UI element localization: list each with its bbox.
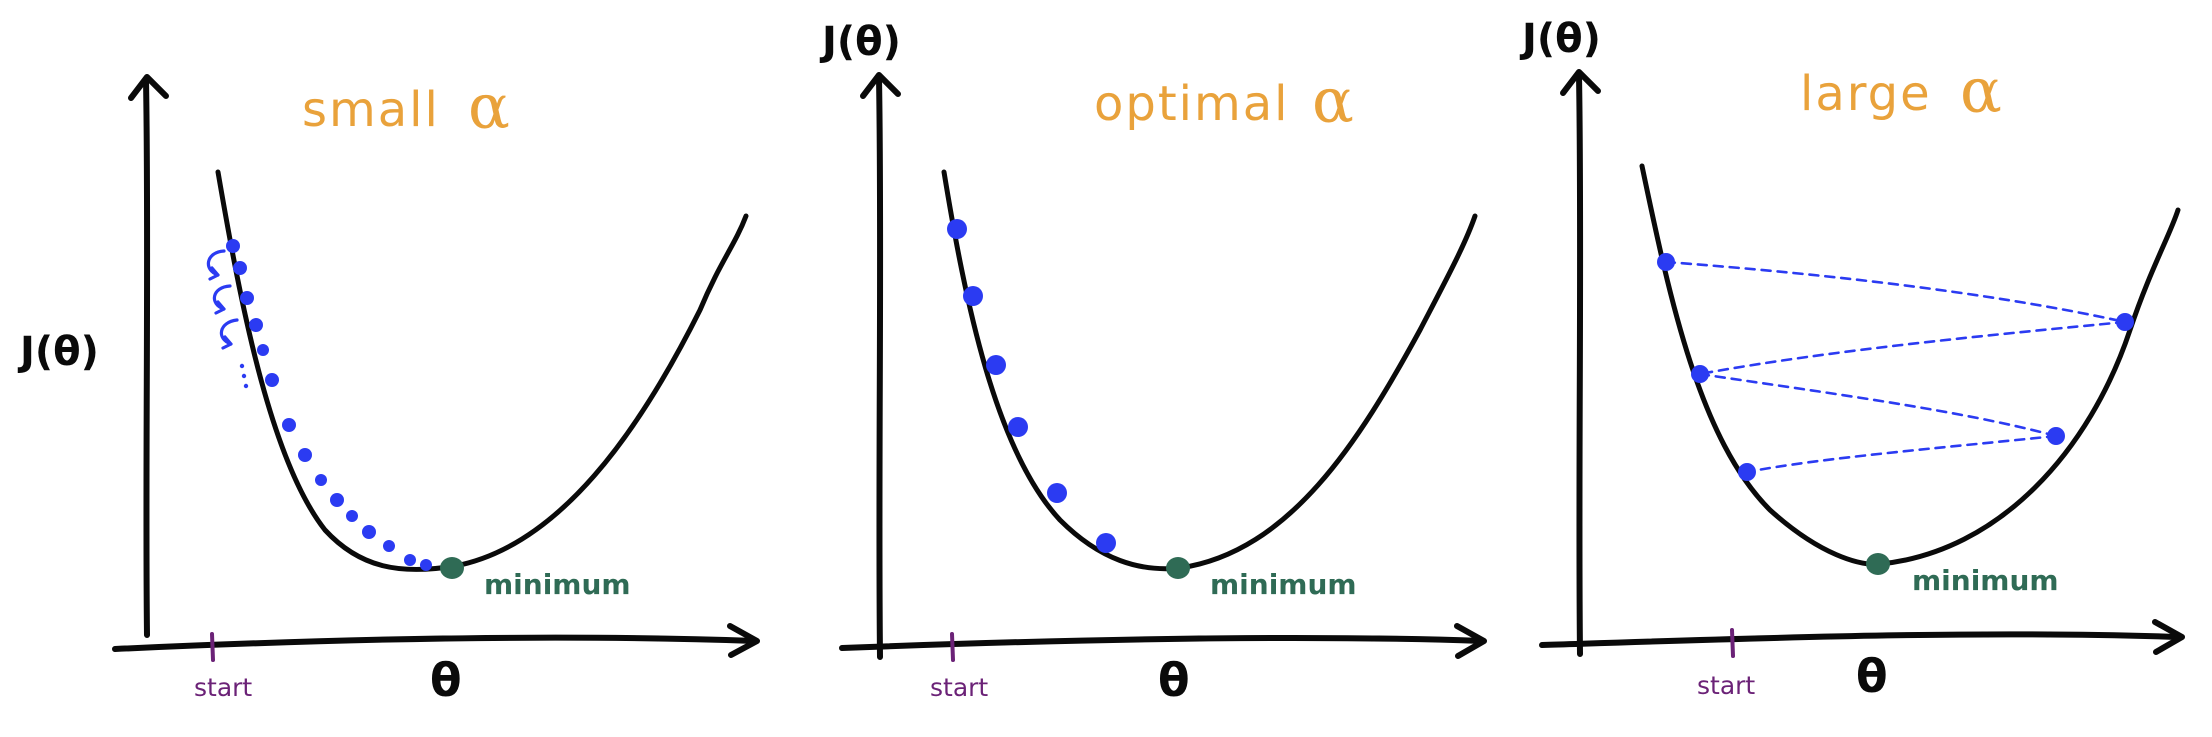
start-tick <box>1730 628 1735 658</box>
panel-title: small <box>302 82 440 138</box>
x-axis <box>1539 631 2183 648</box>
x-axis-label: θ <box>430 653 462 707</box>
oscillation-paths <box>1664 260 2127 474</box>
start-label: start <box>930 673 988 702</box>
panel-title: large <box>1800 66 1932 122</box>
y-axis-label: J(θ) <box>819 19 901 65</box>
gradient-steps <box>947 219 1116 553</box>
start-tick <box>950 632 955 662</box>
y-axis-arrowhead <box>860 72 901 99</box>
gradient-steps <box>1657 253 2134 481</box>
x-axis-label: θ <box>1856 649 1888 703</box>
gradient-steps <box>226 239 432 571</box>
x-axis-label: θ <box>1158 653 1190 707</box>
x-axis-arrowhead <box>727 623 760 658</box>
start-tick <box>210 632 215 662</box>
y-axis-arrowhead <box>1560 69 1601 96</box>
panel-large-alpha: large α J(θ) θ start minimum <box>1519 16 2185 703</box>
cost-curve <box>1639 163 2181 567</box>
x-axis <box>839 634 1485 651</box>
minimum-label: minimum <box>1912 564 2059 597</box>
alpha-symbol: α <box>1960 54 2002 127</box>
minimum-point <box>440 557 464 579</box>
panel-small-alpha: small α J(θ) θ start minimum <box>17 70 760 707</box>
x-axis-arrowhead <box>1454 623 1487 659</box>
y-axis-arrowhead <box>128 74 169 101</box>
y-axis-label: J(θ) <box>1519 16 1601 62</box>
step-arrows <box>206 249 249 389</box>
alpha-symbol: α <box>1312 64 1354 137</box>
minimum-point <box>1866 553 1890 575</box>
cost-curve <box>941 169 1478 572</box>
y-axis-label: J(θ) <box>17 329 99 375</box>
minimum-label: minimum <box>484 568 631 601</box>
minimum-label: minimum <box>1210 568 1357 601</box>
start-label: start <box>194 673 252 702</box>
start-label: start <box>1697 671 1755 700</box>
panel-title: optimal <box>1094 76 1290 132</box>
x-axis <box>112 634 758 652</box>
cost-curve <box>215 169 749 572</box>
panel-optimal-alpha: optimal α J(θ) θ start minimum <box>819 19 1487 707</box>
minimum-point <box>1166 557 1190 579</box>
alpha-symbol: α <box>468 70 510 143</box>
x-axis-arrowhead <box>2152 619 2185 655</box>
y-axis <box>1576 72 1584 657</box>
y-axis <box>143 77 151 638</box>
y-axis <box>876 75 884 660</box>
